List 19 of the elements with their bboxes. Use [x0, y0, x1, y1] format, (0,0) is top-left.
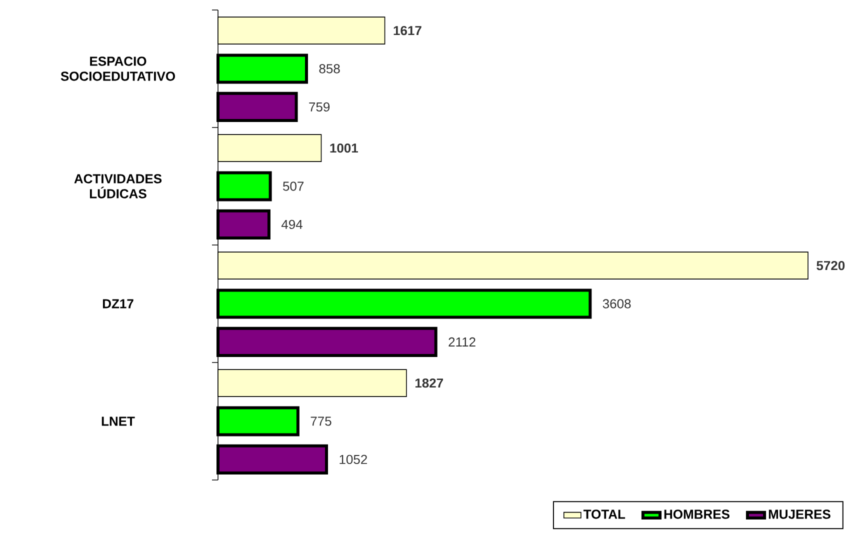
data-label: 2112 [448, 337, 476, 346]
data-label: 507 [283, 182, 304, 191]
data-label: 3608 [602, 299, 631, 308]
data-label: 775 [310, 416, 332, 426]
data-label: 5720 [816, 260, 845, 270]
legend-label: HOMBRES [664, 510, 730, 519]
data-label: 1052 [340, 454, 367, 464]
legend-label: MUJERES [768, 510, 830, 519]
data-label: 759 [309, 102, 330, 112]
y-tick-label: ESPACIO SOCIOEDUTATIVO [60, 56, 176, 81]
legend-label: TOTAL [583, 510, 626, 519]
data-label: 494 [281, 220, 302, 230]
data-label: 1827 [415, 378, 444, 388]
y-tick-label: DZ17 [102, 299, 134, 308]
data-label: 1617 [394, 26, 422, 36]
y-tick-label: LNET [102, 416, 135, 426]
y-tick-label: ACTIVIDADES LÚDICAS [74, 174, 162, 198]
data-label: 858 [319, 64, 340, 74]
data-label: 1001 [330, 143, 358, 153]
